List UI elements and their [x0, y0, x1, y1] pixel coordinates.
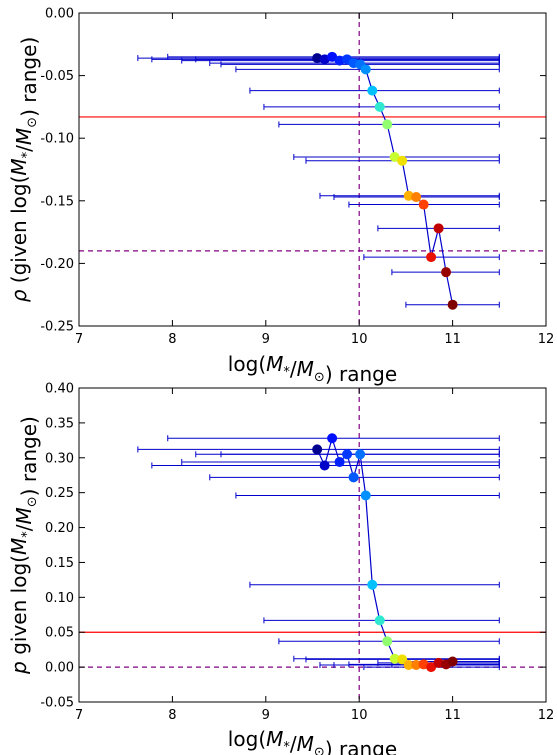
x-tick-label: 10 [351, 332, 368, 347]
x-axis-label: log(M*/M⊙) range [228, 352, 397, 386]
y-tick-label: -0.25 [40, 320, 74, 335]
y-tick-label: 0.05 [45, 626, 74, 641]
data-point [447, 299, 458, 310]
data-point [389, 653, 400, 664]
series-line [317, 56, 454, 305]
data-point [334, 55, 345, 66]
y-tick-label: 0.35 [45, 416, 74, 431]
data-point [447, 656, 458, 667]
data-point [403, 190, 414, 201]
data-point [382, 119, 393, 130]
data-point [360, 490, 371, 501]
y-tick-label: 0.10 [45, 591, 74, 606]
x-tick-label: 10 [351, 708, 368, 723]
y-tick-label: 0.30 [45, 451, 74, 466]
data-point [418, 199, 429, 210]
x-tick-label: 9 [262, 708, 270, 723]
x-tick-label: 8 [168, 708, 176, 723]
data-point [397, 654, 408, 665]
data-point [355, 449, 366, 460]
y-tick-label: -0.05 [40, 69, 74, 84]
data-point [426, 662, 437, 673]
data-point [327, 51, 338, 62]
data-point [312, 53, 323, 64]
plot-frame [78, 12, 547, 327]
y-tick-label: -0.10 [40, 132, 74, 147]
data-point [334, 456, 345, 467]
rho-panel: 7 8 9 10 11 12 0.00 -0.05 -0.10 -0.15 -0.20 -0.25 lo… [7, 7, 554, 387]
data-point [397, 155, 408, 166]
x-tick-label: 12 [538, 332, 555, 347]
x-tick-label: 12 [538, 708, 555, 723]
p-value-panel: 7 8 9 10 11 12 0.40 0.35 0.30 0.25 0.20 0.15 0.10 0.0… [7, 382, 554, 755]
y-tick-label: 0.25 [45, 486, 74, 501]
y-tick-label: 0.40 [45, 382, 74, 397]
x-axis-label: log(M*/M⊙) range [228, 727, 397, 755]
y-tick-label: 0.00 [45, 7, 74, 22]
data-point [403, 660, 414, 671]
data-point [389, 151, 400, 162]
data-point [348, 472, 359, 483]
x-tick-label: 7 [75, 708, 83, 723]
plot-frame [78, 387, 547, 703]
data-point [374, 101, 385, 112]
x-tick-label: 7 [75, 332, 83, 347]
x-tick-label: 9 [262, 332, 270, 347]
data-point [319, 460, 330, 471]
data-point [433, 223, 444, 234]
x-tick-label: 8 [168, 332, 176, 347]
data-point [360, 64, 371, 75]
data-point [327, 433, 338, 444]
data-point [367, 85, 378, 96]
x-tick-label: 11 [444, 708, 461, 723]
y-tick-label: 0.00 [45, 661, 74, 676]
data-point [367, 579, 378, 590]
data-point [411, 192, 422, 203]
data-point [411, 660, 422, 671]
y-tick-label: -0.15 [40, 194, 74, 209]
data-point [342, 449, 353, 460]
data-point [433, 657, 444, 668]
data-point [312, 444, 323, 455]
data-point [382, 636, 393, 647]
y-tick-label: 0.15 [45, 556, 74, 571]
y-tick-label: 0.20 [45, 521, 74, 536]
y-tick-label: -0.05 [40, 696, 74, 711]
x-tick-label: 11 [444, 332, 461, 347]
y-tick-label: -0.20 [40, 257, 74, 272]
data-point [374, 615, 385, 626]
y-axis-label: p given log(M*/M⊙) range) [7, 416, 41, 675]
data-point [441, 267, 452, 278]
data-point [426, 252, 437, 263]
y-axis-label: ρ (given log(M*/M⊙) range) [7, 37, 41, 303]
